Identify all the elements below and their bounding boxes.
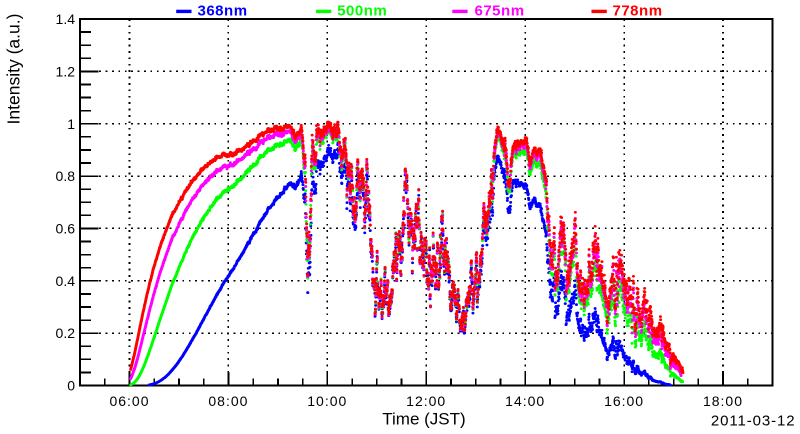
svg-text:10:00: 10:00	[307, 393, 347, 409]
svg-text:0.2: 0.2	[56, 325, 76, 341]
svg-text:Intensity (a.u.): Intensity (a.u.)	[4, 14, 24, 125]
svg-text:1.4: 1.4	[56, 11, 76, 27]
svg-text:1: 1	[67, 116, 75, 132]
svg-text:18:00: 18:00	[703, 393, 743, 409]
svg-text:06:00: 06:00	[109, 393, 149, 409]
svg-text:14:00: 14:00	[505, 393, 545, 409]
svg-text:1.2: 1.2	[56, 64, 76, 80]
svg-text:778nm: 778nm	[613, 2, 663, 19]
svg-text:Time (JST): Time (JST)	[382, 410, 465, 429]
svg-text:0.4: 0.4	[56, 273, 76, 289]
svg-text:12:00: 12:00	[406, 393, 446, 409]
svg-text:0: 0	[67, 378, 75, 394]
svg-text:08:00: 08:00	[208, 393, 248, 409]
svg-text:500nm: 500nm	[337, 2, 387, 19]
svg-text:675nm: 675nm	[475, 2, 525, 19]
svg-text:0.6: 0.6	[56, 221, 76, 237]
svg-text:368nm: 368nm	[198, 2, 248, 19]
svg-text:2011-03-12: 2011-03-12	[711, 412, 796, 429]
svg-text:0.8: 0.8	[56, 168, 76, 184]
svg-text:16:00: 16:00	[604, 393, 644, 409]
